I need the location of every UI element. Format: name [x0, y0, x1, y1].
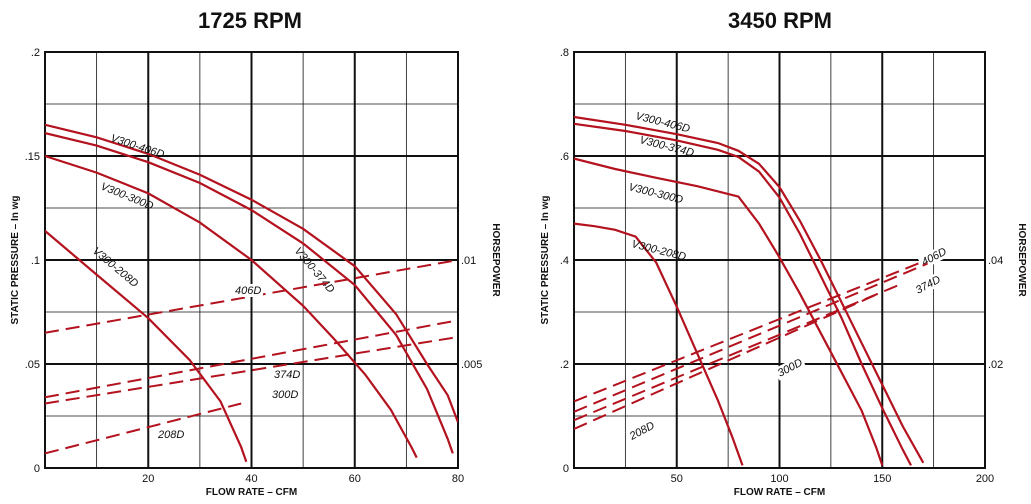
pressure-curve [45, 230, 248, 463]
y-tick-label: .05 [25, 359, 40, 371]
pressure-curve [574, 122, 912, 466]
y2-axis-label: HORSEPOWER [1016, 223, 1027, 297]
horsepower-line-label: 406D [235, 285, 261, 297]
chart-1725-rpm: 1725 RPM 20 40 60 80 0 .05 .1 .15 .2 .005 .01 FLOW R… [10, 8, 501, 498]
x-tick-label: 200 [976, 473, 994, 485]
pressure-curve [45, 154, 418, 459]
hp-tick-label: .04 [988, 255, 1003, 267]
hp-label-bg [156, 428, 186, 441]
horsepower-line-label: 374D [274, 369, 300, 381]
y-axis-label: STATIC PRESSURE – In wg [540, 195, 551, 324]
horsepower-line-label: 208D [627, 420, 657, 443]
hp-label-bg [911, 272, 945, 298]
x-tick-label: 20 [142, 473, 154, 485]
y-tick-label: .6 [560, 151, 569, 163]
pressure-curve-label: V300-300D [627, 181, 684, 206]
horsepower-line-label: 300D [272, 389, 298, 401]
pressure-curve [574, 115, 925, 464]
x-tick-label: 150 [873, 473, 891, 485]
pressure-curve-label: V300-208D [90, 245, 140, 290]
x-tick-label: 80 [452, 473, 464, 485]
x-tick-label: 100 [770, 473, 788, 485]
y-tick-label: .2 [560, 359, 569, 371]
hp-tick-label: .01 [461, 255, 476, 267]
horsepower-line [45, 336, 458, 405]
chart-3450-rpm: 3450 RPM 50 100 150 200 0 .2 .4 .6 .8 .02 .04 FLOW R… [540, 8, 1027, 498]
x-axis-label: FLOW RATE – CFM [734, 487, 825, 498]
y-tick-label: .8 [560, 47, 569, 59]
hp-tick-label: .005 [461, 359, 482, 371]
hp-label-bg [917, 244, 951, 270]
y-tick-label: .4 [560, 255, 569, 267]
horsepower-line [45, 259, 458, 334]
y-axis-label: STATIC PRESSURE – In wg [10, 195, 21, 324]
hp-label-bg [625, 418, 659, 444]
pressure-curve [45, 132, 454, 454]
y-tick-label: 0 [34, 463, 40, 475]
horsepower-line-label: 374D [914, 274, 943, 297]
y2-axis-label: HORSEPOWER [490, 223, 501, 297]
x-axis-label: FLOW RATE – CFM [206, 487, 297, 498]
y-tick-label: .1 [31, 255, 40, 267]
pressure-curve [574, 222, 744, 466]
y-tick-label: 0 [563, 463, 569, 475]
hp-label-bg [233, 284, 263, 297]
y-tick-label: .15 [25, 151, 40, 163]
y-tick-label: .2 [31, 47, 40, 59]
hp-label-bg [272, 368, 302, 381]
horsepower-line [574, 292, 879, 430]
horsepower-line [574, 256, 934, 403]
x-tick-label: 50 [671, 473, 683, 485]
hp-label-bg [773, 355, 807, 381]
horsepower-line-label: 208D [157, 429, 184, 441]
horsepower-line [574, 262, 928, 413]
horsepower-line [45, 402, 242, 455]
horsepower-line [45, 319, 458, 399]
x-tick-label: 40 [245, 473, 257, 485]
pressure-curve [574, 157, 884, 466]
hp-label-bg [270, 388, 300, 401]
x-tick-label: 60 [349, 473, 361, 485]
chart-title: 3450 RPM [728, 8, 832, 33]
chart-title: 1725 RPM [198, 8, 302, 33]
pressure-curve [45, 123, 458, 423]
hp-tick-label: .02 [988, 359, 1003, 371]
